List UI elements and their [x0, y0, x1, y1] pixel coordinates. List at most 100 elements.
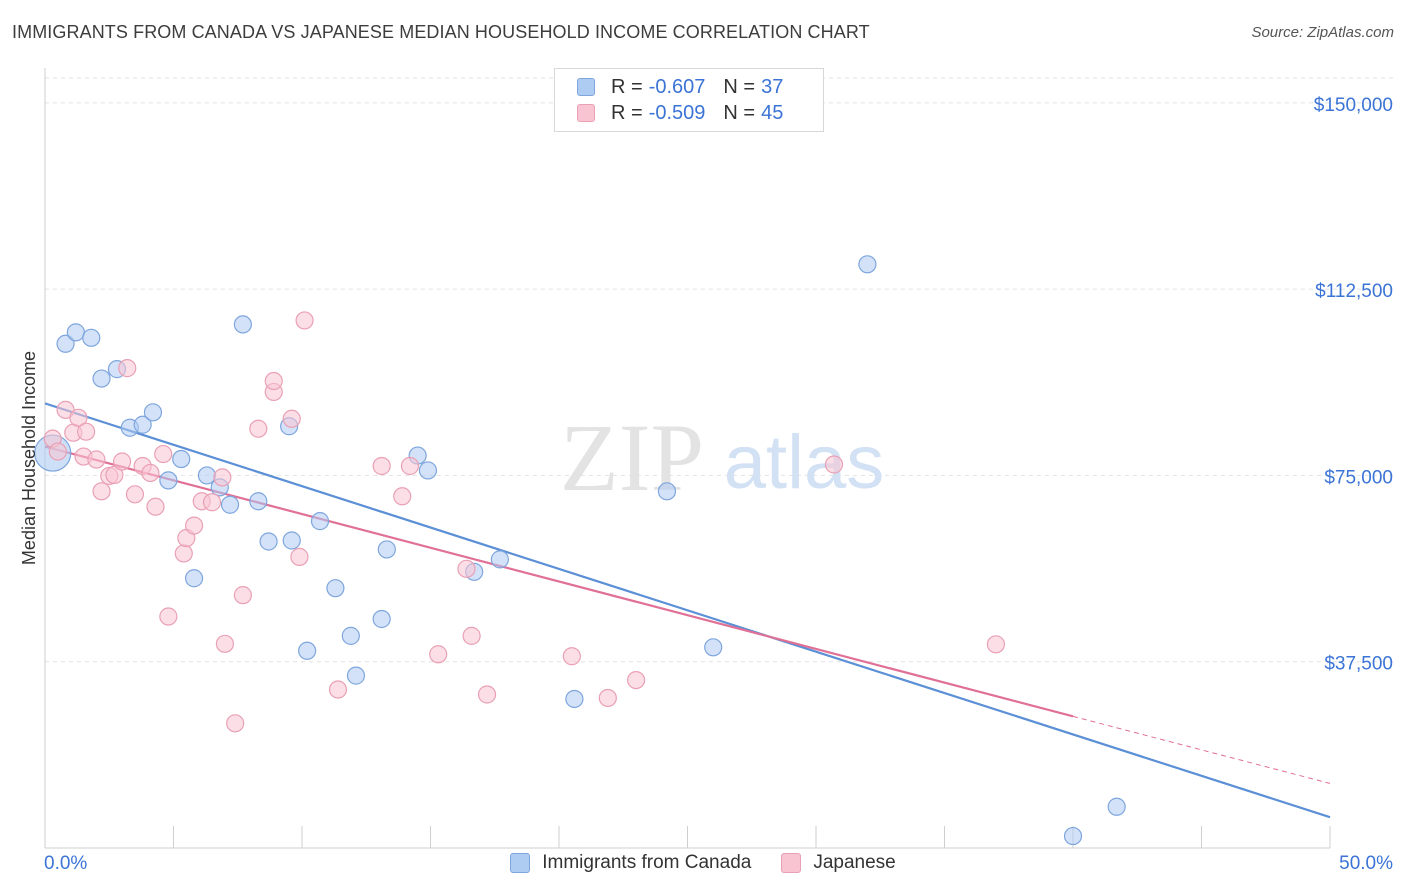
point-canada: [704, 638, 723, 657]
point-canada: [282, 531, 301, 550]
point-canada: [233, 315, 252, 334]
point-japanese: [295, 311, 314, 330]
point-japanese: [184, 516, 204, 535]
watermark-atlas: atlas: [724, 420, 885, 505]
x-tick-label: 0.0%: [44, 853, 87, 874]
point-canada: [172, 449, 191, 469]
point-japanese: [112, 452, 132, 471]
watermark: ZIP atlas: [560, 404, 884, 511]
source-label: Source: ZipAtlas.com: [1251, 24, 1394, 41]
point-canada: [326, 579, 345, 598]
point-japanese: [626, 670, 646, 690]
point-canada: [565, 689, 584, 709]
point-japanese: [264, 371, 283, 391]
point-japanese: [48, 442, 67, 461]
point-japanese: [290, 547, 309, 566]
point-canada: [82, 328, 101, 347]
legend-n-value: 37: [761, 75, 784, 98]
point-canada: [341, 626, 360, 645]
point-japanese: [462, 626, 481, 645]
series-legend: Immigrants from Canada Japanese: [0, 852, 1406, 874]
point-japanese: [282, 409, 301, 428]
point-japanese: [429, 645, 448, 664]
point-canada: [66, 323, 85, 342]
point-japanese: [213, 468, 232, 487]
data-points: [34, 255, 1126, 846]
legend-n-label: N =: [723, 101, 756, 124]
point-canada: [490, 550, 509, 569]
point-canada: [1107, 797, 1126, 816]
y-tick-label: $150,000: [1314, 95, 1393, 116]
point-canada: [249, 492, 268, 511]
chart-title: IMMIGRANTS FROM CANADA VS JAPANESE MEDIA…: [12, 22, 870, 42]
watermark-zip: ZIP: [560, 404, 704, 511]
point-japanese: [457, 559, 476, 578]
y-tick-label: $112,500: [1315, 281, 1393, 302]
y-axis-label: Median Household Income: [19, 351, 39, 565]
point-canada: [259, 532, 278, 551]
point-canada: [197, 466, 217, 485]
point-japanese: [372, 456, 391, 476]
point-canada: [133, 415, 152, 434]
point-japanese: [824, 455, 844, 474]
legend-swatch-canada: [510, 853, 531, 873]
point-canada: [377, 540, 396, 559]
point-japanese: [249, 419, 268, 438]
point-japanese: [393, 487, 412, 506]
point-japanese: [477, 685, 497, 704]
legend-r-label: R =: [611, 101, 643, 124]
point-japanese: [87, 450, 106, 469]
legend-item-japanese[interactable]: Japanese: [781, 852, 896, 874]
point-japanese: [69, 408, 88, 427]
point-japanese: [105, 465, 124, 485]
point-japanese: [174, 544, 193, 563]
point-japanese: [233, 586, 252, 605]
trend-line-canada: [44, 402, 1331, 819]
legend-swatch-canada: [577, 78, 595, 96]
point-canada: [143, 403, 163, 422]
legend-n-label: N =: [723, 75, 756, 98]
point-canada: [298, 641, 317, 660]
point-canada: [92, 369, 111, 388]
point-canada: [220, 495, 240, 514]
legend-swatch-japanese: [577, 104, 595, 122]
point-canada: [372, 609, 391, 629]
point-japanese: [154, 444, 173, 464]
gridlines: [45, 77, 1395, 663]
point-canada: [56, 334, 75, 353]
legend-item-canada[interactable]: Immigrants from Canada: [510, 852, 751, 874]
point-japanese: [159, 607, 178, 626]
point-japanese: [598, 688, 617, 708]
point-japanese: [146, 497, 165, 516]
point-canada: [184, 569, 204, 588]
point-canada: [159, 471, 178, 490]
point-japanese: [92, 482, 111, 501]
point-canada: [418, 461, 438, 480]
point-japanese: [141, 463, 160, 483]
point-canada: [346, 666, 366, 685]
legend-r-label: R =: [611, 75, 643, 98]
legend-swatch-japanese: [781, 853, 802, 873]
point-japanese: [118, 359, 137, 378]
legend-n-value: 45: [761, 101, 784, 124]
legend-label-canada: Immigrants from Canada: [542, 852, 752, 873]
point-japanese: [328, 680, 348, 699]
point-japanese: [77, 422, 96, 441]
correlation-legend: R = -0.607 N = 37 R = -0.509 N = 45: [554, 68, 824, 132]
point-japanese: [986, 635, 1006, 654]
legend-r-value: -0.607: [648, 75, 706, 98]
axis-labels: $150,000 $112,500 $75,000 $37,500 0.0% 50.0% M…: [19, 95, 1393, 874]
point-japanese: [215, 634, 234, 653]
legend-label-japanese: Japanese: [813, 852, 896, 873]
x-tick-label: 50.0%: [1339, 853, 1393, 874]
point-japanese: [125, 485, 145, 504]
point-canada: [858, 255, 877, 274]
point-japanese: [562, 647, 581, 666]
point-canada: [657, 482, 677, 501]
y-tick-label: $75,000: [1324, 467, 1393, 488]
legend-row-japanese: R = -0.509 N = 45: [577, 100, 783, 126]
point-canada: [310, 512, 330, 531]
point-japanese: [226, 714, 245, 733]
trend-line-japanese-extrapolated: [1072, 715, 1331, 784]
